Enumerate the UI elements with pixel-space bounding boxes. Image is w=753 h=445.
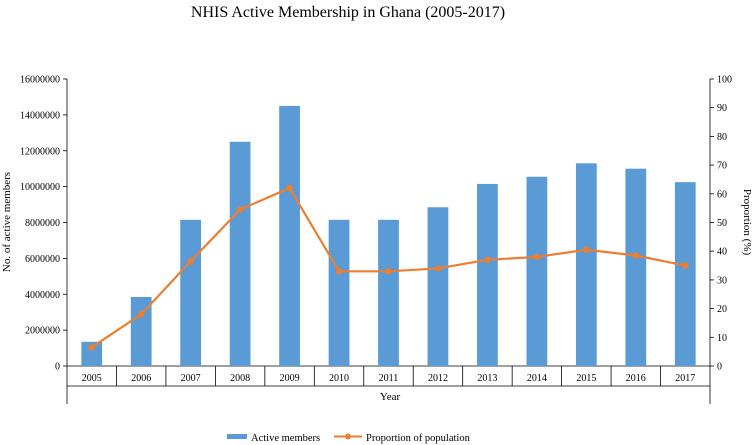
- y-axis-right-title: Proportion (%): [741, 189, 753, 256]
- legend-label-active-members: Active members: [251, 433, 320, 444]
- y-right-tick-label: 100: [717, 75, 732, 86]
- chart-title: NHIS Active Membership in Ghana (2005-20…: [191, 4, 505, 21]
- bar-active-members: [328, 219, 350, 366]
- y-right-tick-label: 10: [717, 333, 727, 344]
- legend: Active members Proportion of population: [227, 433, 471, 444]
- bar-active-members: [180, 219, 202, 366]
- bar-active-members: [279, 105, 300, 366]
- bar-active-members: [81, 341, 103, 366]
- y-left-tick-label: 16000000: [20, 75, 60, 86]
- point-proportion-of-population: [632, 252, 640, 259]
- x-tick-label: 2014: [527, 373, 547, 384]
- y-right-tick-label: 80: [717, 132, 727, 143]
- y-left-tick-label: 6000000: [25, 254, 60, 265]
- y-left-tick-label: 12000000: [20, 146, 60, 157]
- y-left-tick-label: 10000000: [20, 182, 60, 193]
- point-proportion-of-population: [137, 311, 145, 318]
- y-left-tick-label: 2000000: [25, 326, 60, 337]
- x-tick-label: 2006: [131, 373, 151, 384]
- y-axis-left-title: No. of active members: [1, 172, 13, 272]
- point-proportion-of-population: [533, 253, 541, 261]
- bar-active-members: [575, 163, 597, 366]
- y-left-tick-label: 8000000: [25, 218, 60, 229]
- point-proportion-of-population: [88, 344, 95, 351]
- y-right-tick-label: 40: [717, 247, 727, 258]
- x-tick-label: 2012: [428, 373, 448, 384]
- x-tick-label: 2008: [230, 373, 250, 384]
- x-tick-label: 2015: [576, 373, 596, 384]
- bar-active-members: [625, 168, 647, 366]
- x-axis-title: Year: [380, 391, 401, 403]
- x-tick-label: 2010: [329, 373, 349, 384]
- point-proportion-of-population: [335, 268, 343, 275]
- y-right-tick-label: 30: [717, 275, 727, 286]
- bar-active-members: [378, 219, 399, 366]
- point-proportion-of-population: [682, 262, 689, 269]
- x-tick-label: 2009: [280, 373, 300, 384]
- point-proportion-of-population: [434, 265, 442, 272]
- point-proportion-of-population: [286, 184, 293, 192]
- bar-active-members: [526, 176, 548, 366]
- bar-active-members: [674, 182, 696, 366]
- y-right-tick-label: 20: [717, 304, 727, 315]
- point-proportion-of-population: [187, 258, 194, 265]
- y-right-tick-label: 0: [717, 362, 722, 373]
- bar-active-members: [229, 141, 251, 366]
- y-left-tick-label: 4000000: [25, 290, 60, 301]
- y-left-tick-label: 0: [55, 362, 60, 373]
- y-left-tick-label: 14000000: [20, 110, 60, 121]
- plot-area: 0 2000000 4000000 6000000 8000000 10000000 120…: [20, 75, 732, 404]
- legend-swatch-proportion-marker: [345, 433, 351, 440]
- bar-active-members: [130, 296, 152, 366]
- y-right-tick-label: 70: [717, 161, 727, 172]
- bar-active-members: [427, 207, 449, 366]
- x-tick-label: 2017: [675, 373, 695, 384]
- y-right-tick-label: 90: [717, 103, 727, 114]
- x-tick-label: 2013: [477, 373, 497, 384]
- x-tick-label: 2011: [379, 373, 399, 384]
- y-right-tick-label: 60: [717, 189, 727, 200]
- point-proportion-of-population: [385, 268, 392, 275]
- bar-active-members: [477, 183, 498, 366]
- x-tick-label: 2005: [82, 373, 102, 384]
- x-tick-label: 2016: [626, 373, 646, 384]
- point-proportion-of-population: [236, 206, 244, 213]
- point-proportion-of-population: [583, 246, 590, 253]
- y-right-tick-label: 50: [717, 218, 727, 229]
- point-proportion-of-population: [484, 256, 491, 264]
- legend-label-proportion: Proportion of population: [366, 433, 471, 444]
- x-tick-label: 2007: [181, 373, 201, 384]
- legend-swatch-active-members: [227, 434, 247, 439]
